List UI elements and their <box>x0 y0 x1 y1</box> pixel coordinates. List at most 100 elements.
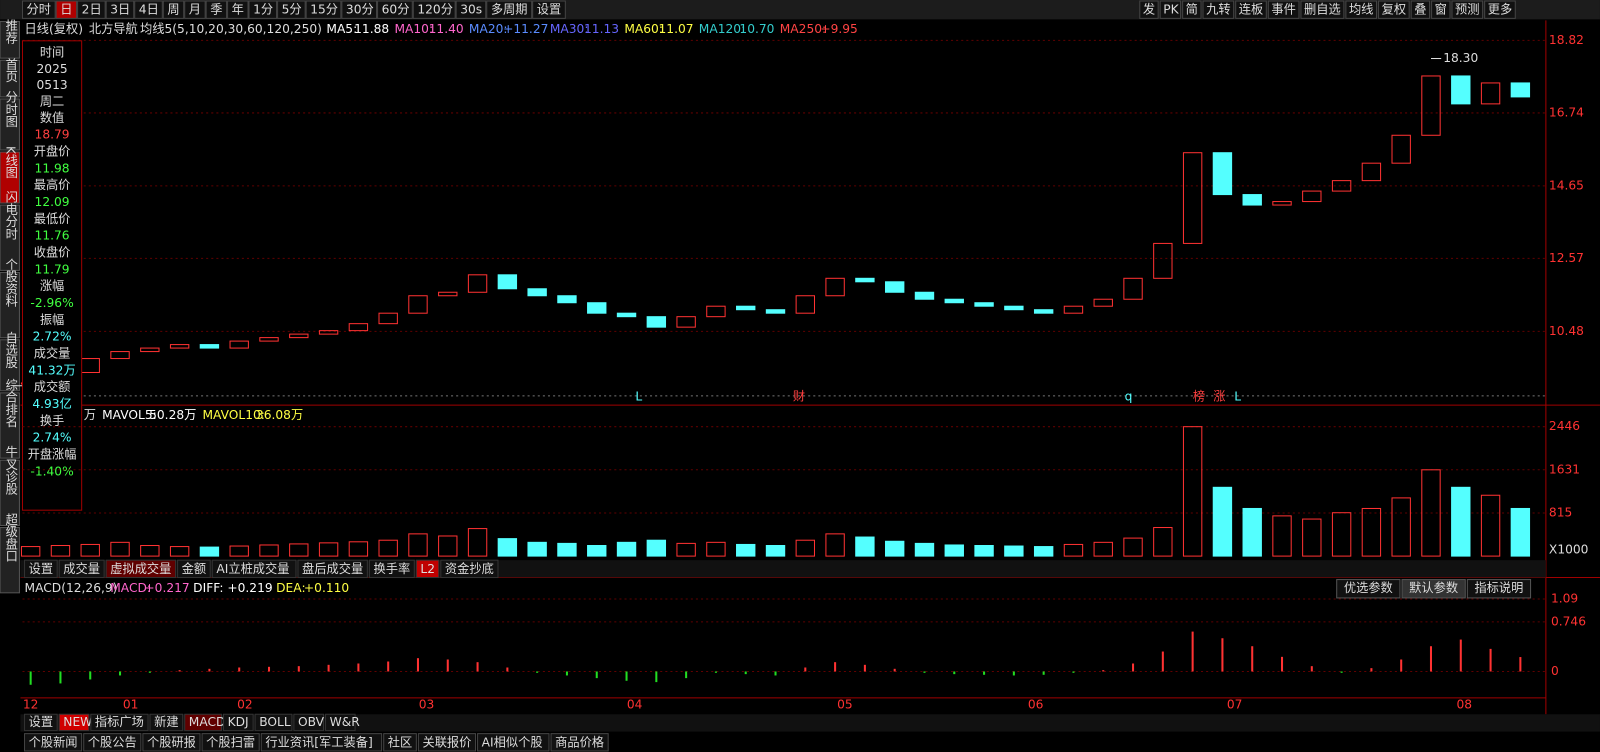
news-tab[interactable]: 行业资讯[军工装备] <box>265 735 372 749</box>
news-tab[interactable]: 个股扫雷 <box>206 735 255 749</box>
toolbar-button[interactable]: 1分 <box>253 3 273 17</box>
toolbar-button[interactable]: 简 <box>1186 3 1198 17</box>
sidebar-tab[interactable]: 超级盘口 <box>4 512 18 562</box>
tab[interactable]: 换手率 <box>373 561 410 576</box>
toolbar-button[interactable]: 复权 <box>1382 3 1406 17</box>
sidebar-tab[interactable]: 牛叉诊股 <box>4 445 18 496</box>
volume-bar <box>557 542 577 557</box>
toolbar-button-bg <box>1159 0 1182 19</box>
tab[interactable]: 金额 <box>182 561 206 576</box>
info-value: 周二 <box>40 95 64 109</box>
news-tab[interactable]: 社区 <box>388 734 412 749</box>
sidebar-tab-bg <box>0 459 20 526</box>
news-tab[interactable]: 个股研报 <box>147 734 196 749</box>
volume-bar <box>348 541 369 557</box>
ma-value: +11.27 <box>503 22 548 36</box>
bottom-tab[interactable]: W&R <box>330 715 361 729</box>
ma-value: 11.13 <box>584 22 619 36</box>
toolbar-button-bg <box>1182 0 1202 19</box>
tab[interactable]: 资金抄底 <box>445 561 494 576</box>
bottom-tab[interactable]: 指标广场 <box>95 714 144 729</box>
sidebar-tab[interactable]: K线图 <box>4 146 18 179</box>
toolbar-button[interactable]: 预测 <box>1455 3 1479 17</box>
macd-button[interactable]: 指标说明 <box>1474 580 1523 595</box>
toolbar-button[interactable]: 九转 <box>1206 2 1230 17</box>
toolbar-button[interactable]: 3日 <box>110 3 130 17</box>
news-tab[interactable]: 商品价格 <box>555 734 604 749</box>
macd-value: +0.219 <box>227 581 272 595</box>
x-tick-label: 02 <box>237 698 253 712</box>
info-value: 4.93亿 <box>32 396 71 411</box>
toolbar-button[interactable]: 5分 <box>282 3 302 17</box>
bottom-tab[interactable]: 设置 <box>29 715 53 729</box>
y-tick-label: 12.57 <box>1549 251 1584 265</box>
x-tick-label: 03 <box>419 698 435 712</box>
volume-bar <box>229 545 249 557</box>
toolbar-button[interactable]: 年 <box>232 3 244 17</box>
bottom-tab[interactable]: KDJ <box>228 715 249 729</box>
bottom-tab[interactable]: OBV <box>298 715 325 729</box>
macd-button[interactable]: 优选参数 <box>1344 580 1393 595</box>
toolbar-button[interactable]: 设置 <box>537 3 561 17</box>
toolbar-button[interactable]: 季 <box>210 3 222 17</box>
bottom-tab-bg <box>149 713 184 732</box>
volume-bar <box>1391 497 1411 557</box>
toolbar-button[interactable]: 分时 <box>27 3 51 17</box>
toolbar-button[interactable]: 均线 <box>1349 3 1373 17</box>
toolbar-button[interactable]: 30分 <box>346 3 374 17</box>
volume-bar <box>1212 486 1233 557</box>
candle <box>974 302 994 307</box>
toolbar-button[interactable]: PK <box>1163 3 1179 17</box>
sidebar-tab[interactable]: 首页 <box>4 58 18 83</box>
news-tab[interactable]: 关联报价 <box>422 734 471 749</box>
sidebar-tab[interactable]: 推荐 <box>4 19 18 44</box>
bottom-tab[interactable]: 新建 <box>154 714 178 729</box>
toolbar-button[interactable]: 120分 <box>417 3 453 17</box>
tab[interactable]: 成交量 <box>63 561 100 576</box>
candle <box>408 295 428 314</box>
news-tab[interactable]: AI相似个股 <box>482 735 543 749</box>
toolbar-button[interactable]: 叠 <box>1414 3 1426 17</box>
toolbar-button[interactable]: 发 <box>1143 2 1155 17</box>
sidebar-tab[interactable]: 综合排名 <box>4 378 18 427</box>
ma-name: MA30: <box>550 22 589 36</box>
tab[interactable]: AI立桩成交量 <box>216 561 289 576</box>
tab[interactable]: 设置 <box>29 562 53 576</box>
tab[interactable]: 盘后成交量 <box>302 561 363 576</box>
toolbar-button[interactable]: 月 <box>189 3 201 17</box>
bottom-tab[interactable]: MACD <box>189 715 226 729</box>
sidebar-tab[interactable]: 闪电分时 <box>4 191 18 240</box>
toolbar-button[interactable]: 15分 <box>310 3 338 17</box>
news-tab[interactable]: 个股公告 <box>88 735 137 749</box>
bottom-tab[interactable]: NEW <box>63 715 92 729</box>
toolbar-button[interactable]: 周 <box>167 3 179 17</box>
tab[interactable]: L2 <box>420 562 435 576</box>
toolbar-button[interactable]: 删自选 <box>1304 3 1341 17</box>
toolbar-button[interactable]: 60分 <box>382 3 410 17</box>
toolbar-button[interactable]: 30s <box>460 3 482 17</box>
candle <box>795 295 815 314</box>
ma-value: 11.88 <box>354 22 389 36</box>
sidebar-tab[interactable]: 个股资料 <box>4 258 18 307</box>
volume-bar <box>1331 512 1352 557</box>
toolbar-button[interactable]: 2日 <box>82 3 102 17</box>
toolbar-button-bg <box>1451 0 1484 19</box>
tab[interactable]: 虚拟成交量 <box>110 561 171 576</box>
toolbar-button[interactable]: 多周期 <box>491 3 528 17</box>
bottom-tab[interactable]: BOLL <box>259 715 291 729</box>
macd-button[interactable]: 默认参数 <box>1409 580 1458 595</box>
toolbar-button[interactable]: 4日 <box>139 3 159 17</box>
toolbar-button[interactable]: 连板 <box>1239 2 1263 17</box>
toolbar-button[interactable]: 窗 <box>1435 3 1447 17</box>
sidebar-tab[interactable]: 自选股 <box>4 331 18 368</box>
info-value: 41.32万 <box>28 363 75 377</box>
volume-ma-name: MAVOL10: <box>202 408 264 422</box>
x-tick-label: 05 <box>837 698 853 712</box>
candle <box>1480 82 1501 105</box>
chart-header: 北方导航 <box>89 21 138 36</box>
toolbar-button[interactable]: 事件 <box>1271 3 1295 17</box>
sidebar-tab[interactable]: 分时图 <box>4 91 18 128</box>
toolbar-button[interactable]: 更多 <box>1488 3 1512 17</box>
toolbar-button[interactable]: 日 <box>60 3 72 17</box>
news-tab[interactable]: 个股新闻 <box>29 734 78 749</box>
